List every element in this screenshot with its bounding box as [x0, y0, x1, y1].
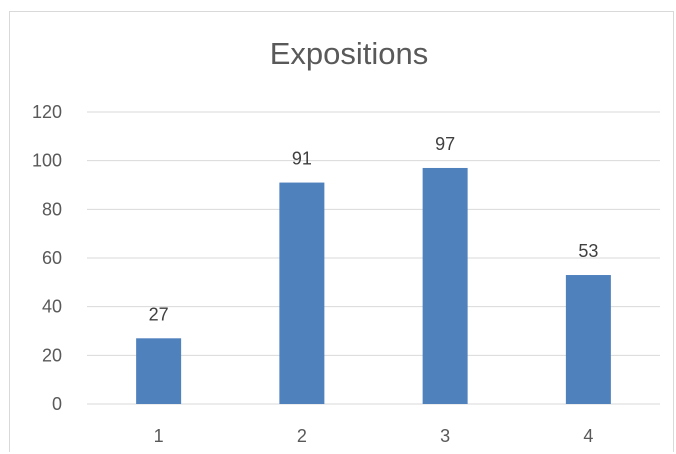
bar — [136, 338, 182, 404]
x-tick-label: 1 — [154, 426, 164, 446]
y-tick-label: 20 — [42, 345, 62, 365]
bars — [136, 167, 611, 404]
x-tick-label: 3 — [440, 426, 450, 446]
chart-border — [9, 11, 674, 452]
bar — [279, 182, 325, 404]
y-tick-label: 100 — [32, 151, 62, 171]
y-axis-tick-labels: 0 20 40 60 80 100 120 — [32, 102, 62, 414]
gridlines — [87, 111, 660, 405]
y-tick-label: 0 — [52, 394, 62, 414]
y-tick-label: 40 — [42, 297, 62, 317]
x-tick-label: 4 — [583, 426, 593, 446]
x-axis-tick-labels: 1 2 3 4 — [154, 426, 594, 446]
y-tick-label: 80 — [42, 199, 62, 219]
y-tick-label: 120 — [32, 102, 62, 122]
data-label: 27 — [149, 304, 169, 324]
x-tick-label: 2 — [297, 426, 307, 446]
data-label: 91 — [292, 149, 312, 169]
data-label: 97 — [435, 134, 455, 154]
data-labels: 27 91 97 53 — [149, 134, 599, 324]
data-label: 53 — [578, 241, 598, 261]
bar — [565, 275, 611, 404]
y-tick-label: 60 — [42, 248, 62, 268]
bar — [422, 167, 468, 404]
chart-title: Expositions — [269, 36, 429, 71]
